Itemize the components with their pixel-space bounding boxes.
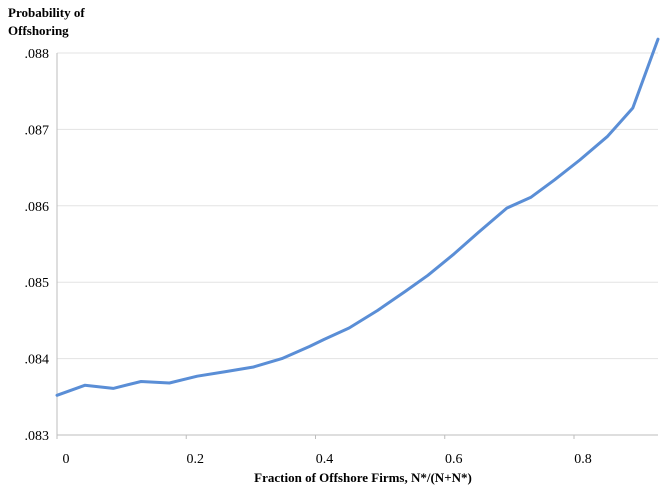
axis-titles: Probability of Offshoring Fraction of Of…	[8, 5, 472, 485]
y-tick-labels: .083 .084 .085 .086 .087 .088	[25, 47, 50, 444]
x-tick-label: 0.4	[316, 452, 334, 467]
y-tick-label: .087	[25, 123, 50, 138]
y-axis-title-line-2: Offshoring	[8, 23, 69, 38]
y-tick-label: .083	[25, 429, 50, 444]
y-tick-label: .086	[25, 200, 50, 215]
series-line-1	[55, 37, 660, 397]
x-tick-label: 0.6	[445, 452, 463, 467]
series-layer	[55, 37, 660, 397]
x-tick-labels: 0 0.2 0.4 0.6 0.8	[63, 452, 592, 467]
y-tick-label: .085	[25, 276, 50, 291]
x-tick-label: 0	[63, 452, 70, 467]
x-axis-title: Fraction of Offshore Firms, N*/(N+N*)	[254, 470, 472, 485]
y-tick-label: .088	[25, 47, 50, 62]
gridlines	[57, 52, 658, 360]
y-axis-title-line-1: Probability of	[8, 5, 85, 20]
axes	[56, 53, 658, 439]
x-tick-label: 0.2	[186, 452, 204, 467]
x-tick-label: 0.8	[574, 452, 592, 467]
y-tick-label: .084	[25, 353, 50, 368]
